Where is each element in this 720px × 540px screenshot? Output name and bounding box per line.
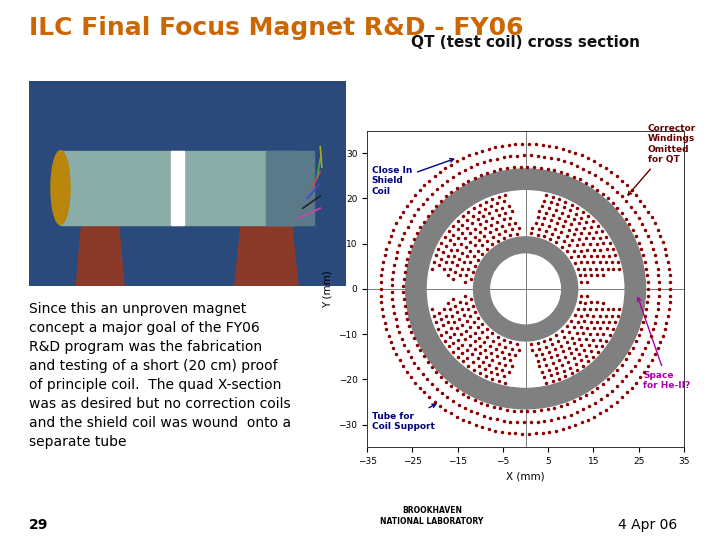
Text: Tube for
Coil Support: Tube for Coil Support xyxy=(372,404,436,431)
Bar xyxy=(60,151,298,225)
Text: 4 Apr 06: 4 Apr 06 xyxy=(618,518,677,532)
Text: Since this an unproven magnet
concept a major goal of the FY06
R&D program was t: Since this an unproven magnet concept a … xyxy=(29,302,291,449)
Ellipse shape xyxy=(51,151,70,225)
Text: Close In
Shield
Coil: Close In Shield Coil xyxy=(372,159,454,196)
Bar xyxy=(171,151,184,225)
Text: Corrector
Windings
Omitted
for QT: Corrector Windings Omitted for QT xyxy=(628,124,696,195)
Text: QT (test coil) cross section: QT (test coil) cross section xyxy=(411,35,640,50)
Text: BROOKHAVEN
NATIONAL LABORATORY: BROOKHAVEN NATIONAL LABORATORY xyxy=(380,507,484,526)
Polygon shape xyxy=(76,212,124,286)
Bar xyxy=(266,151,314,225)
Text: 29: 29 xyxy=(29,518,48,532)
Y-axis label: Y (mm): Y (mm) xyxy=(323,270,333,308)
Polygon shape xyxy=(235,196,298,286)
Text: Space
for He-II?: Space for He-II? xyxy=(637,298,690,390)
X-axis label: X (mm): X (mm) xyxy=(506,471,545,482)
Text: ILC Final Focus Magnet R&D - FY06: ILC Final Focus Magnet R&D - FY06 xyxy=(29,16,523,40)
